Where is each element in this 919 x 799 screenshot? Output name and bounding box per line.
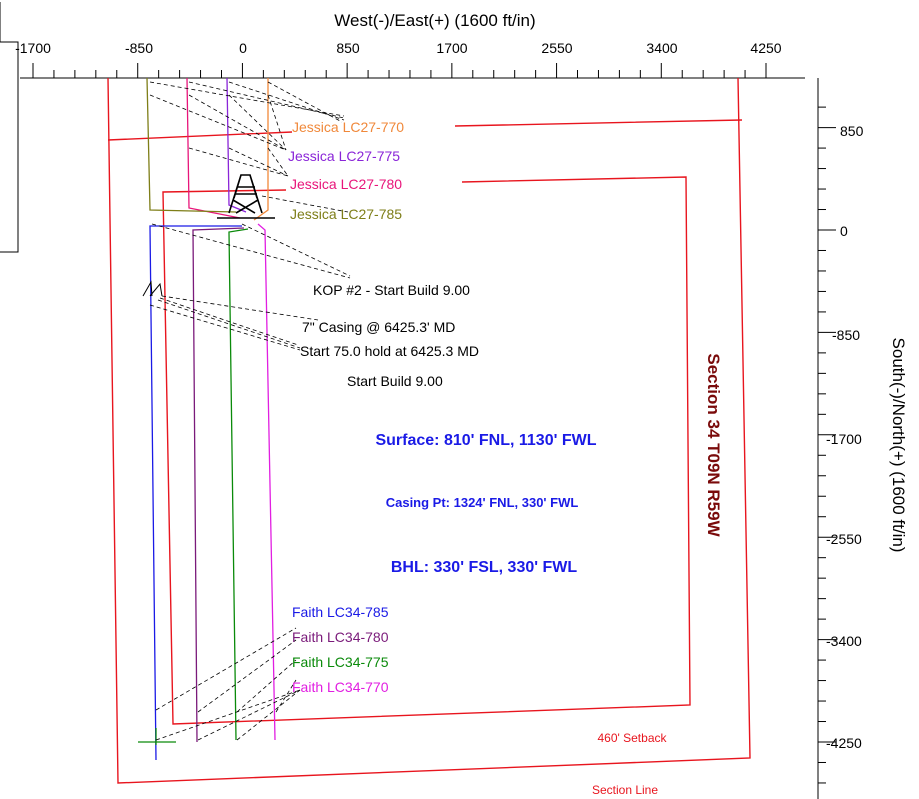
well-path-jessica-770 — [253, 78, 269, 221]
section-line-label: Section Line — [592, 783, 658, 797]
section-line-boundary — [107, 77, 751, 784]
build-annotation: Start Build 9.00 — [347, 373, 443, 389]
legend-frame-edge — [0, 2, 19, 253]
casing-point-text: Casing Pt: 1324' FNL, 330' FWL — [386, 495, 579, 510]
x-tick-label: 2550 — [541, 40, 572, 56]
top-axis: West(-)/East(+) (1600 ft/in) -1700 -850 … — [15, 11, 805, 79]
y-axis-title: South(-)/North(+) (1600 ft/in) — [889, 338, 908, 553]
right-axis: 850 0 -850 -1700 -2550 -3400 -4250 South… — [817, 78, 908, 799]
setback-boundary — [162, 176, 691, 725]
x-tick-labels: -1700 -850 0 850 1700 2550 3400 4250 — [15, 40, 782, 56]
setback-label: 460' Setback — [597, 731, 667, 745]
kop-annotation: KOP #2 - Start Build 9.00 — [313, 282, 470, 298]
x-tick-label: 4250 — [750, 40, 781, 56]
annotation-leaders — [149, 81, 351, 741]
y-tick-label: -850 — [832, 327, 860, 343]
y-tick-marks — [818, 106, 836, 784]
hold-annotation: Start 75.0 hold at 6425.3 MD — [300, 343, 479, 359]
well-label-jessica-770: Jessica LC27-770 — [292, 119, 404, 135]
well-path-faith-770 — [257, 223, 276, 741]
well-label-faith-780: Faith LC34-780 — [292, 629, 389, 645]
y-tick-label: -4250 — [826, 735, 862, 751]
bhl-location-text: BHL: 330' FSL, 330' FWL — [391, 559, 578, 576]
well-path-faith-780 — [192, 227, 245, 743]
north-lease-line — [107, 119, 743, 141]
y-tick-label: 0 — [840, 223, 848, 239]
well-label-faith-785: Faith LC34-785 — [292, 604, 389, 620]
x-tick-label: -850 — [125, 40, 153, 56]
x-axis-title: West(-)/East(+) (1600 ft/in) — [334, 11, 535, 30]
well-label-jessica-780: Jessica LC27-780 — [290, 176, 402, 192]
well-path-faith-785 — [149, 225, 242, 761]
surface-location-text: Surface: 810' FNL, 1130' FWL — [375, 432, 596, 449]
section-label: Section 34 T09N R59W — [704, 353, 723, 537]
x-tick-marks — [32, 63, 767, 78]
well-label-jessica-785: Jessica LC27-785 — [290, 206, 402, 222]
casing-marker-icon — [142, 280, 163, 297]
well-path-jessica-785 — [146, 77, 237, 213]
x-tick-label: 850 — [336, 40, 360, 56]
y-tick-label: -3400 — [826, 633, 862, 649]
y-tick-label: 850 — [840, 123, 864, 139]
x-tick-label: -1700 — [15, 40, 51, 56]
well-label-jessica-775: Jessica LC27-775 — [288, 148, 400, 164]
bhl-target-cross — [138, 728, 176, 745]
x-tick-label: 0 — [239, 40, 247, 56]
y-tick-label: -2550 — [826, 531, 862, 547]
y-tick-label: -1700 — [826, 431, 862, 447]
x-tick-label: 3400 — [646, 40, 677, 56]
drilling-rig-icon — [217, 174, 275, 219]
well-path-jessica-780 — [186, 77, 241, 219]
well-path-faith-775 — [228, 228, 249, 741]
well-label-faith-770: Faith LC34-770 — [292, 679, 389, 695]
y-tick-labels: 850 0 -850 -1700 -2550 -3400 -4250 — [826, 123, 864, 751]
x-tick-label: 1700 — [436, 40, 467, 56]
casing-annotation: 7" Casing @ 6425.3' MD — [302, 319, 455, 335]
well-label-faith-775: Faith LC34-775 — [292, 654, 389, 670]
